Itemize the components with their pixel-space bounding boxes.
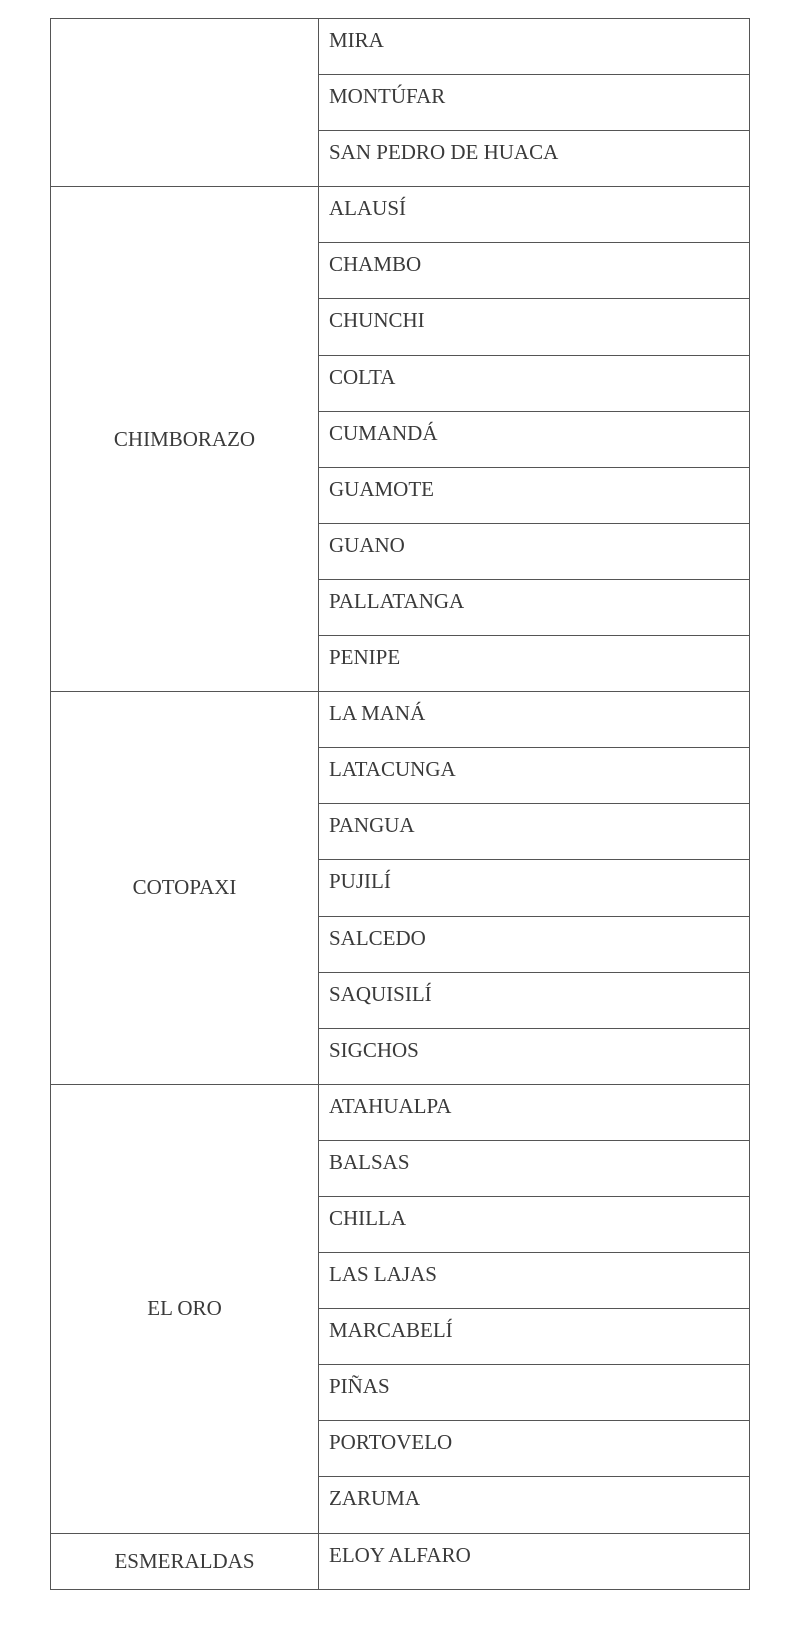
canton-cell: COLTA (319, 355, 750, 411)
canton-cell: CHILLA (319, 1196, 750, 1252)
canton-cell: LATACUNGA (319, 748, 750, 804)
canton-cell: PALLATANGA (319, 579, 750, 635)
canton-cell: LAS LAJAS (319, 1253, 750, 1309)
table-row: ESMERALDASELOY ALFARO (51, 1533, 750, 1589)
province-cell: CHIMBORAZO (51, 187, 319, 692)
canton-cell: CHUNCHI (319, 299, 750, 355)
canton-cell: MIRA (319, 19, 750, 75)
canton-cell: MARCABELÍ (319, 1309, 750, 1365)
canton-cell: BALSAS (319, 1140, 750, 1196)
canton-cell: SIGCHOS (319, 1028, 750, 1084)
canton-cell: ATAHUALPA (319, 1084, 750, 1140)
canton-cell: PANGUA (319, 804, 750, 860)
table-row: COTOPAXILA MANÁ (51, 692, 750, 748)
canton-cell: SALCEDO (319, 916, 750, 972)
province-canton-table: MIRAMONTÚFARSAN PEDRO DE HUACACHIMBORAZO… (50, 18, 750, 1590)
canton-cell: CHAMBO (319, 243, 750, 299)
table-row: EL OROATAHUALPA (51, 1084, 750, 1140)
canton-cell: GUAMOTE (319, 467, 750, 523)
province-cell: EL ORO (51, 1084, 319, 1533)
canton-cell: ELOY ALFARO (319, 1533, 750, 1589)
canton-cell: PENIPE (319, 636, 750, 692)
canton-cell: PORTOVELO (319, 1421, 750, 1477)
canton-cell: MONTÚFAR (319, 75, 750, 131)
canton-cell: PIÑAS (319, 1365, 750, 1421)
canton-cell: SAQUISILÍ (319, 972, 750, 1028)
canton-cell: LA MANÁ (319, 692, 750, 748)
canton-cell: SAN PEDRO DE HUACA (319, 131, 750, 187)
canton-cell: ZARUMA (319, 1477, 750, 1533)
canton-cell: CUMANDÁ (319, 411, 750, 467)
province-cell: ESMERALDAS (51, 1533, 319, 1589)
canton-cell: ALAUSÍ (319, 187, 750, 243)
table-row: CHIMBORAZOALAUSÍ (51, 187, 750, 243)
province-cell: COTOPAXI (51, 692, 319, 1085)
table-row: MIRA (51, 19, 750, 75)
canton-cell: PUJILÍ (319, 860, 750, 916)
province-cell (51, 19, 319, 187)
canton-cell: GUANO (319, 523, 750, 579)
